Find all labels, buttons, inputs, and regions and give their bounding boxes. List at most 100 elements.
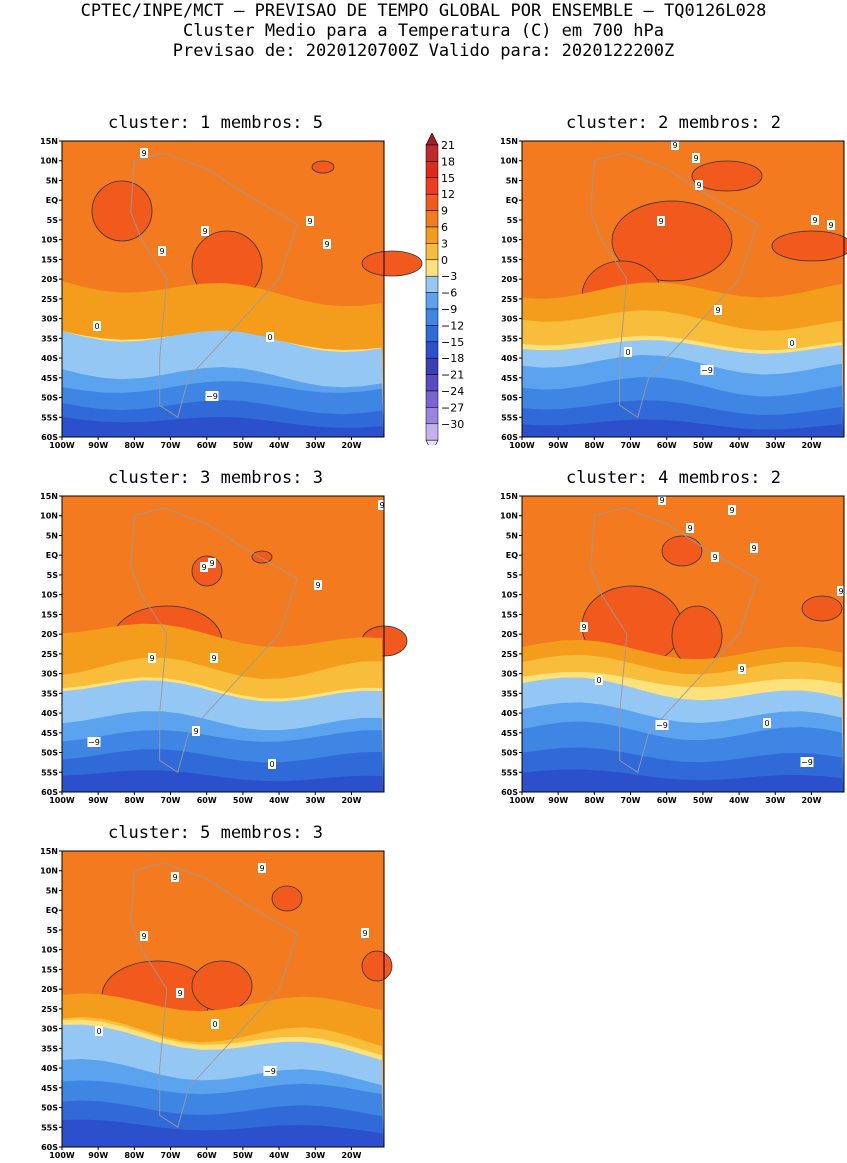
contour-label: 0	[625, 348, 630, 357]
lat-tick-label: 10S	[41, 591, 58, 600]
contour-label: 9	[172, 873, 177, 882]
colorbar-swatch	[425, 243, 439, 261]
contour-label-box	[268, 759, 276, 769]
lat-tick-label: 10S	[41, 236, 58, 245]
lon-tick-label: 60W	[657, 796, 677, 805]
lat-tick-label: 25S	[501, 295, 518, 304]
lon-tick-label: 70W	[161, 796, 181, 805]
colorbar-label: −27	[441, 401, 464, 414]
warm-region-12c	[91, 180, 153, 242]
lat-tick-label: 10S	[501, 236, 518, 245]
temperature-band	[62, 417, 384, 437]
colorbar-label: −3	[441, 270, 457, 283]
contour-label: −9	[656, 721, 668, 730]
lon-tick-label: 60W	[197, 796, 217, 805]
lat-tick-label: 20S	[41, 630, 58, 639]
contour-label-box	[837, 586, 845, 596]
map-frame	[61, 140, 385, 438]
lon-tick-label: 50W	[233, 1151, 253, 1160]
contour-label-box	[306, 216, 314, 226]
contour-label-box	[201, 226, 209, 236]
lat-tick-label: 45S	[41, 1084, 58, 1093]
lon-tick-label: 100W	[509, 441, 535, 450]
panel-title: cluster: 3 membros: 3	[108, 468, 323, 488]
contour-label-box	[361, 928, 369, 938]
contour-label: 9	[209, 559, 214, 568]
lon-tick-label: 40W	[269, 1151, 289, 1160]
contour-label: 9	[141, 932, 146, 941]
warm-region-12c	[361, 250, 423, 277]
lat-tick-label: 50S	[501, 394, 518, 403]
lon-tick-label: 80W	[124, 796, 144, 805]
contour-label: 9	[838, 587, 843, 596]
lon-tick-label: 70W	[161, 1151, 181, 1160]
header-title-line3: Previsao de: 2020120700Z Valido para: 20…	[172, 41, 675, 61]
lon-tick-label: 70W	[161, 441, 181, 450]
panel-title: cluster: 4 membros: 2	[566, 468, 781, 488]
lat-tick-label: 60S	[501, 788, 518, 797]
lon-tick-label: 90W	[88, 441, 108, 450]
lon-tick-label: 30W	[765, 441, 785, 450]
lat-tick-label: 45S	[501, 374, 518, 383]
lat-tick-label: 25S	[41, 295, 58, 304]
map-frame	[61, 850, 385, 1148]
temperature-band	[522, 419, 844, 437]
contour-label-box	[266, 332, 274, 342]
lon-tick-label: 20W	[801, 441, 821, 450]
warm-region-12c	[671, 605, 723, 667]
lat-tick-label: 60S	[41, 788, 58, 797]
colorbar-label: −15	[441, 336, 464, 349]
contour-label-box	[200, 562, 208, 572]
lat-tick-label: 60S	[41, 1143, 58, 1152]
contour-label: 9	[259, 864, 264, 873]
lat-tick-label: 60S	[501, 433, 518, 442]
lat-tick-label: 25S	[41, 650, 58, 659]
contour-label: 9	[362, 929, 367, 938]
map-panel-cluster-1: cluster: 1 membros: 5 9 9 9 9 9 0 0 −9 15N 10N 5N E…	[0, 113, 423, 453]
lon-tick-label: 60W	[197, 1151, 217, 1160]
lat-tick-label: 10N	[500, 157, 518, 166]
colorbar-label: −24	[441, 385, 464, 398]
map-canvas: 9 9 9 9 9 0 0 −9 15N 10N 5N EQ 5S 10S 15S 20S 25S 30S 35S 4…	[40, 847, 393, 1160]
lon-tick-label: 20W	[341, 1151, 361, 1160]
south-america-outline	[130, 862, 298, 1128]
lat-tick-label: 55S	[41, 413, 58, 422]
colorbar-label: −6	[441, 287, 457, 300]
contour-label: −9	[264, 1067, 276, 1076]
contour-label-box	[671, 140, 679, 150]
contour-label: 9	[193, 727, 198, 736]
map-panel-cluster-5: cluster: 5 membros: 3 9 9 9 9 9 0 0 −9 15N 10N 5N E…	[0, 823, 400, 1160]
contour-label: 9	[581, 623, 586, 632]
lon-tick-label: 70W	[621, 796, 641, 805]
lat-tick-label: 40S	[41, 354, 58, 363]
contour-label-box	[624, 347, 632, 357]
lat-tick-label: 15S	[41, 255, 58, 264]
lat-tick-label: 20S	[41, 275, 58, 284]
warm-region-12c	[271, 885, 303, 912]
colorbar-label: 9	[441, 205, 448, 218]
lat-tick-label: 55S	[501, 413, 518, 422]
map-panel-cluster-2: cluster: 2 membros: 2 9 9 9 9 9 9 9 0 0 −9 15N 10N 5…	[460, 113, 847, 453]
contour-label-box	[711, 552, 719, 562]
map-canvas: 9 9 9 9 9 9 9 0 0 −9 15N 10N 5N EQ 5S 10S 15S 20S 25S 30S 35…	[500, 137, 847, 450]
contour-label: 9	[307, 217, 312, 226]
lon-tick-label: 20W	[341, 796, 361, 805]
map-frame	[61, 495, 385, 793]
contour-label: 9	[201, 563, 206, 572]
lon-tick-label: 80W	[584, 441, 604, 450]
lat-tick-label: 50S	[41, 749, 58, 758]
warm-region-12c	[801, 595, 843, 622]
lon-tick-label: 40W	[269, 796, 289, 805]
lat-tick-label: EQ	[506, 551, 518, 560]
lat-tick-label: 30S	[41, 315, 58, 324]
lon-tick-label: 40W	[729, 441, 749, 450]
temperature-band	[62, 770, 384, 792]
contour-label-box	[827, 220, 835, 230]
contour-label: 9	[828, 221, 833, 230]
colorbar-swatch	[425, 226, 439, 244]
lon-tick-label: 80W	[124, 441, 144, 450]
contour-label: 0	[596, 676, 601, 685]
colorbar-top-arrow	[425, 133, 439, 146]
lon-tick-label: 40W	[269, 441, 289, 450]
